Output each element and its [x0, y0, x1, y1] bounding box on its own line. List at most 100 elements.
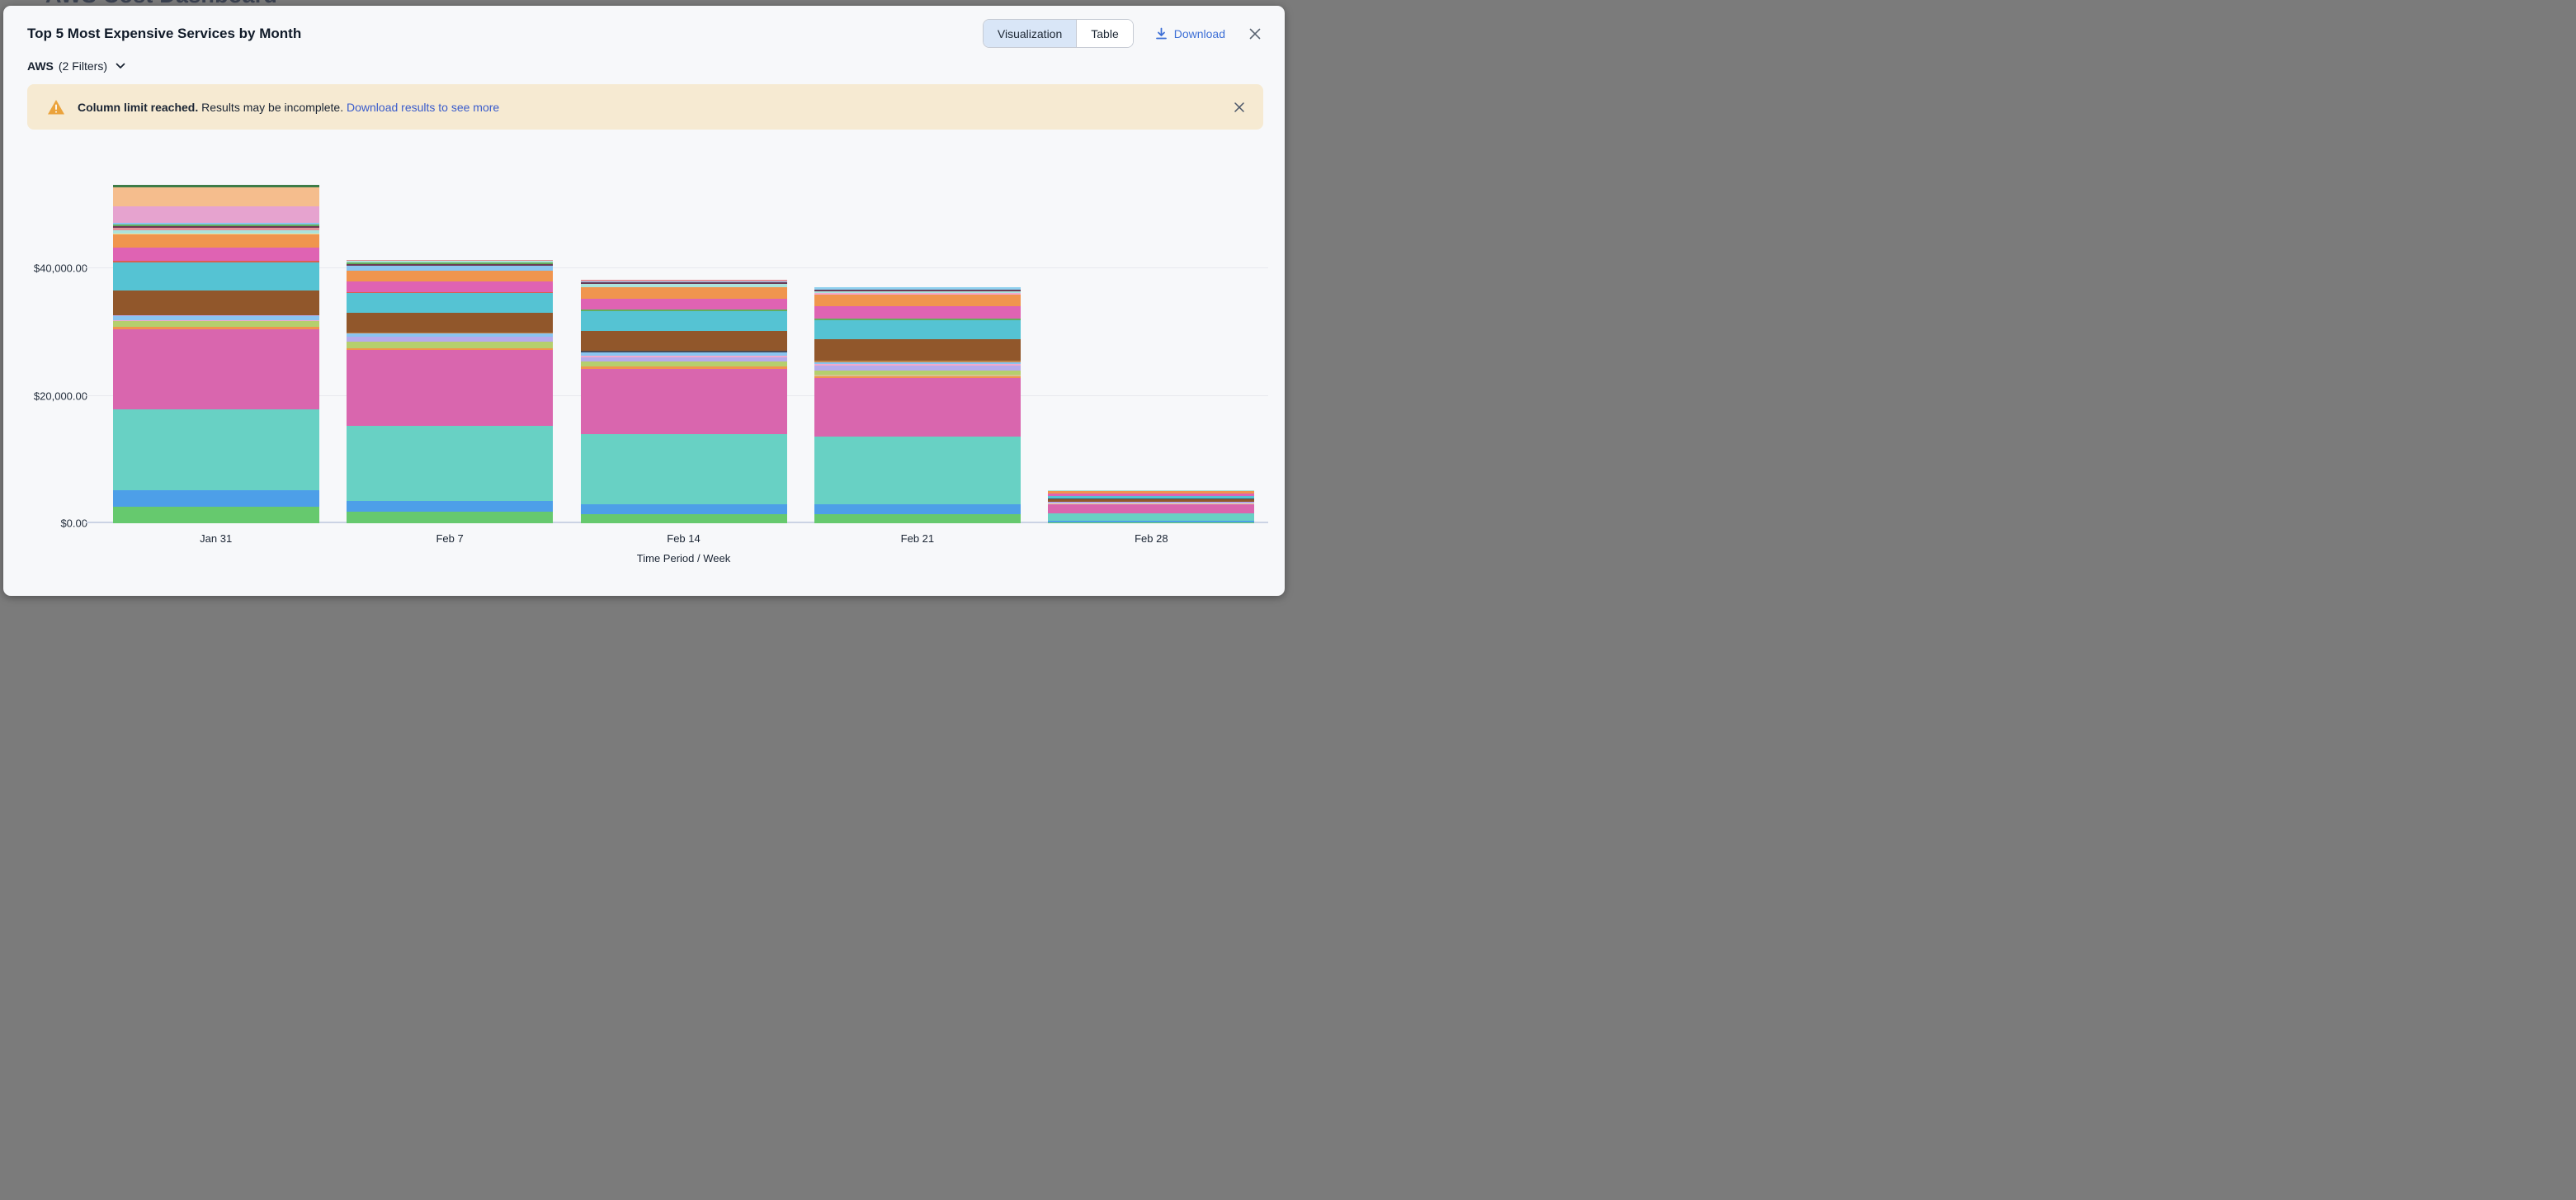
bar-segment[interactable]	[347, 281, 554, 292]
bar-segment[interactable]	[112, 507, 319, 523]
bar-segment[interactable]	[112, 321, 319, 327]
bar-segment[interactable]	[814, 361, 1021, 365]
bar-segment[interactable]	[814, 339, 1021, 361]
bar-segment[interactable]	[814, 319, 1021, 320]
stacked-bar[interactable]	[112, 184, 319, 523]
banner-close-icon[interactable]	[1232, 100, 1247, 115]
bar-segment[interactable]	[814, 319, 1021, 340]
stacked-bar[interactable]	[814, 286, 1021, 523]
bar-segment[interactable]	[814, 290, 1021, 291]
bar-segment[interactable]	[1048, 494, 1255, 496]
bar-segment[interactable]	[347, 425, 554, 502]
bar-segment[interactable]	[580, 351, 787, 353]
tab-table[interactable]: Table	[1077, 20, 1133, 47]
bar-segment[interactable]	[1048, 491, 1255, 494]
bar-segment[interactable]	[112, 234, 319, 248]
bar-segment[interactable]	[580, 514, 787, 523]
bar-segment[interactable]	[580, 434, 787, 504]
bar-segment[interactable]	[112, 228, 319, 231]
bar-segment[interactable]	[580, 283, 787, 288]
bar-segment[interactable]	[347, 501, 554, 513]
bar-segment[interactable]	[580, 361, 787, 367]
bar-segment[interactable]	[814, 377, 1021, 437]
bar-segment[interactable]	[347, 512, 554, 523]
bar-segment[interactable]	[580, 355, 787, 357]
bar-segment[interactable]	[580, 281, 787, 283]
bar-segment[interactable]	[580, 287, 787, 299]
bar-segment[interactable]	[112, 290, 319, 315]
bar-segment[interactable]	[112, 319, 319, 322]
stacked-bar[interactable]	[580, 279, 787, 523]
bar-segment[interactable]	[347, 266, 554, 271]
bar-segment[interactable]	[580, 282, 787, 284]
bar-segment[interactable]	[347, 261, 554, 263]
bar-segment[interactable]	[814, 376, 1021, 378]
bar-segment[interactable]	[112, 184, 319, 187]
bar-segment[interactable]	[112, 261, 319, 263]
bar-segment[interactable]	[814, 366, 1021, 371]
stacked-bar[interactable]	[1048, 489, 1255, 523]
bar-segment[interactable]	[814, 294, 1021, 307]
bar-segment[interactable]	[814, 436, 1021, 504]
bar-segment[interactable]	[112, 316, 319, 320]
bar-segment[interactable]	[580, 504, 787, 514]
bar-segment[interactable]	[580, 330, 787, 352]
bar-segment[interactable]	[580, 298, 787, 310]
bar-segment[interactable]	[347, 270, 554, 281]
bar-segment[interactable]	[347, 312, 554, 333]
stacked-bar[interactable]	[347, 259, 554, 523]
bar-segment[interactable]	[1048, 495, 1255, 498]
bar-segment[interactable]	[814, 293, 1021, 295]
bar-segment[interactable]	[580, 357, 787, 362]
bar-segment[interactable]	[580, 366, 787, 370]
bar-segment[interactable]	[112, 222, 319, 225]
bar-segment[interactable]	[1048, 498, 1255, 499]
bar-segment[interactable]	[1048, 520, 1255, 522]
bar-segment[interactable]	[347, 333, 554, 338]
bar-segment[interactable]	[814, 306, 1021, 319]
bar-segment[interactable]	[1048, 503, 1255, 504]
bar-segment[interactable]	[814, 360, 1021, 362]
bar-segment[interactable]	[112, 225, 319, 229]
bar-segment[interactable]	[347, 259, 554, 262]
bar-segment[interactable]	[112, 262, 319, 291]
bar-segment[interactable]	[112, 206, 319, 223]
bar-segment[interactable]	[112, 409, 319, 490]
bar-segment[interactable]	[814, 286, 1021, 291]
bar-segment[interactable]	[814, 291, 1021, 294]
bar-segment[interactable]	[112, 327, 319, 329]
bar-segment[interactable]	[347, 262, 554, 265]
bar-segment[interactable]	[814, 375, 1021, 376]
bar-segment[interactable]	[112, 230, 319, 234]
bar-segment[interactable]	[347, 347, 554, 351]
bar-segment[interactable]	[814, 364, 1021, 366]
bar-segment[interactable]	[580, 309, 787, 312]
bar-segment[interactable]	[580, 279, 787, 281]
bar-segment[interactable]	[112, 328, 319, 409]
bar-segment[interactable]	[814, 370, 1021, 376]
tab-visualization[interactable]: Visualization	[983, 20, 1078, 47]
filter-dropdown[interactable]: AWS (2 Filters)	[3, 48, 1285, 73]
bar-segment[interactable]	[1048, 499, 1255, 502]
bar-segment[interactable]	[347, 337, 554, 343]
bar-segment[interactable]	[580, 311, 787, 331]
bar-segment[interactable]	[112, 187, 319, 206]
bar-segment[interactable]	[112, 490, 319, 507]
bar-segment[interactable]	[814, 514, 1021, 523]
bar-segment[interactable]	[580, 369, 787, 435]
bar-segment[interactable]	[347, 293, 554, 313]
download-button[interactable]: Download	[1155, 27, 1225, 40]
bar-segment[interactable]	[112, 314, 319, 317]
bar-segment[interactable]	[1048, 522, 1255, 523]
bar-segment[interactable]	[1048, 513, 1255, 521]
bar-segment[interactable]	[112, 233, 319, 235]
bar-segment[interactable]	[1048, 489, 1255, 491]
bar-segment[interactable]	[814, 504, 1021, 514]
bar-segment[interactable]	[1048, 503, 1255, 513]
bar-segment[interactable]	[347, 264, 554, 267]
bar-segment[interactable]	[1048, 502, 1255, 503]
close-icon[interactable]	[1247, 26, 1263, 42]
bar-segment[interactable]	[347, 350, 554, 426]
bar-segment[interactable]	[347, 291, 554, 294]
bar-segment[interactable]	[580, 352, 787, 356]
